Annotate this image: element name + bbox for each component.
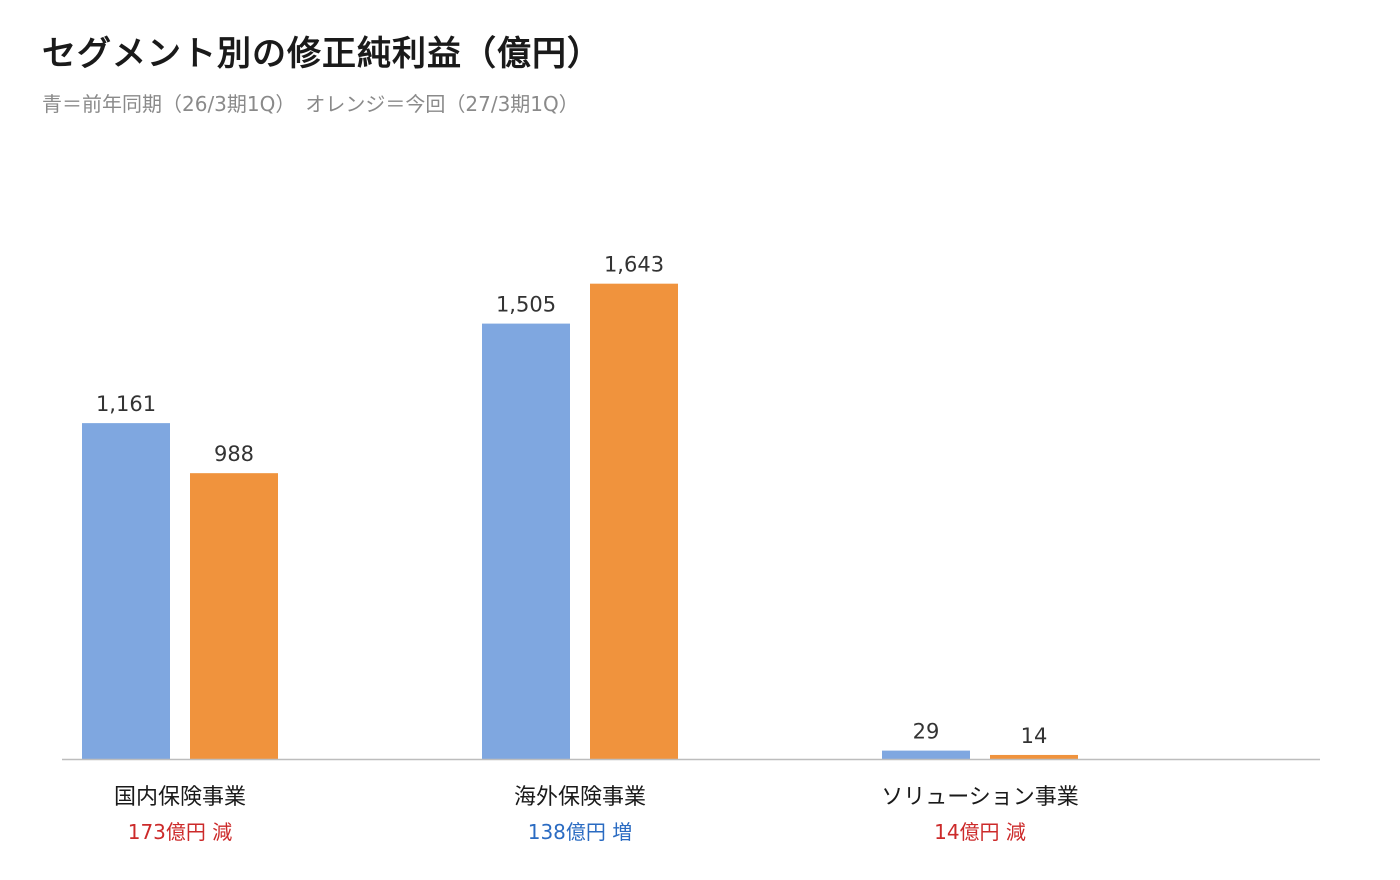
value-label-prev-0: 1,161 [96, 392, 156, 416]
category-label-1: 海外保険事業 [514, 785, 646, 810]
chart-subtitle: 青＝前年同期（26/3期1Q） オレンジ＝今回（27/3期1Q） [42, 92, 579, 116]
bar-curr-0 [190, 473, 278, 759]
change-annotation-2: 14億円 減 [934, 820, 1026, 844]
chart-title: セグメント別の修正純利益（億円） [42, 34, 602, 74]
value-label-curr-0: 988 [214, 442, 254, 466]
category-label-2: ソリューション事業 [881, 785, 1079, 810]
bar-prev-1 [482, 323, 570, 759]
bar-curr-1 [590, 283, 678, 759]
bar-prev-2 [882, 750, 970, 759]
bar-curr-2 [990, 754, 1078, 759]
value-label-curr-2: 14 [1021, 724, 1048, 748]
change-annotation-0: 173億円 減 [128, 820, 233, 844]
category-label-0: 国内保険事業 [114, 785, 246, 810]
value-label-prev-2: 29 [913, 720, 940, 744]
value-label-prev-1: 1,505 [496, 293, 556, 317]
value-label-curr-1: 1,643 [604, 253, 664, 277]
bar-prev-0 [82, 423, 170, 759]
change-annotation-1: 138億円 増 [528, 820, 633, 844]
